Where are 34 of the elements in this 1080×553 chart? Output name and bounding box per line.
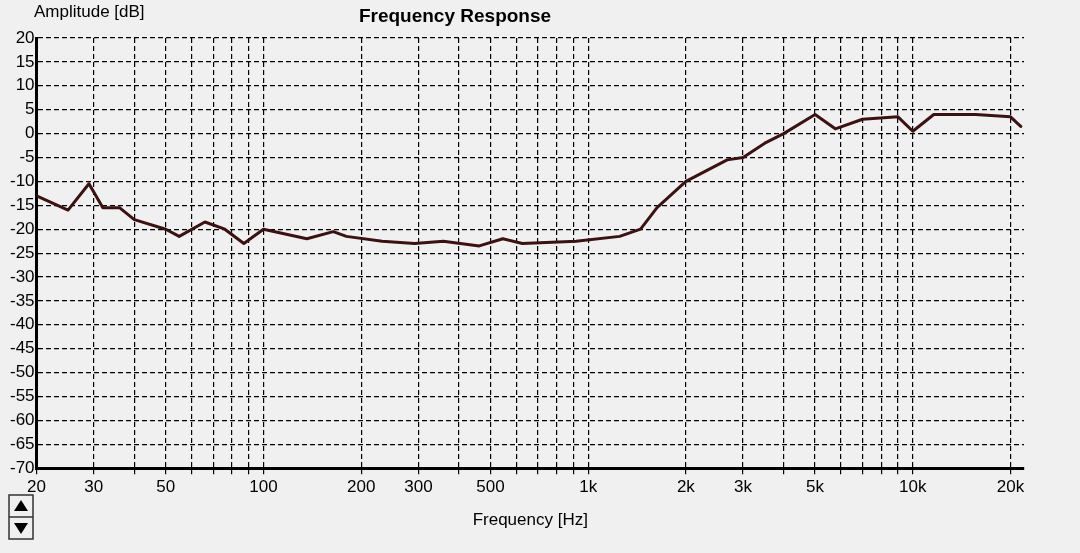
y-tick-label: -45 [9,338,35,358]
y-tick-label: -65 [9,433,35,453]
y-tick-label: 10 [15,75,35,95]
x-axis-title: Frequency [Hz] [472,510,588,530]
y-tick-label: 15 [15,51,35,71]
y-axis-title: Amplitude [dB] [34,1,145,21]
y-tick-label: -35 [9,290,35,310]
x-tick-label: 3k [734,477,753,497]
y-tick-label: 0 [25,123,35,143]
x-tick-label: 300 [404,477,433,497]
x-tick-label: 100 [249,477,278,497]
x-tick-label: 30 [84,477,104,497]
x-tick-label: 10k [899,477,928,497]
x-tick-label: 50 [156,477,176,497]
y-tick-label: -50 [9,362,35,382]
x-tick-label: 2k [676,477,696,497]
y-tick-label: -70 [9,457,35,477]
y-tick-label: -20 [9,218,35,238]
y-tick-label: -25 [9,242,35,262]
y-tick-label: 20 [15,27,35,47]
y-tick-label: -5 [19,147,35,167]
y-tick-label: 5 [25,99,35,119]
y-tick-label: -30 [9,266,35,286]
x-tick-label: 20k [996,477,1025,497]
x-tick-label: 5k [806,477,825,497]
x-tick-label: 200 [347,477,376,497]
y-tick-label: -60 [9,410,35,430]
chart-title: Frequency Response [358,5,552,27]
y-tick-label: -40 [9,314,35,334]
y-tick-label: -55 [9,386,35,406]
y-tick-label: -10 [9,171,35,191]
x-tick-label: 500 [476,477,505,497]
y-tick-label: -15 [9,194,35,214]
x-tick-label: 1k [579,477,598,497]
